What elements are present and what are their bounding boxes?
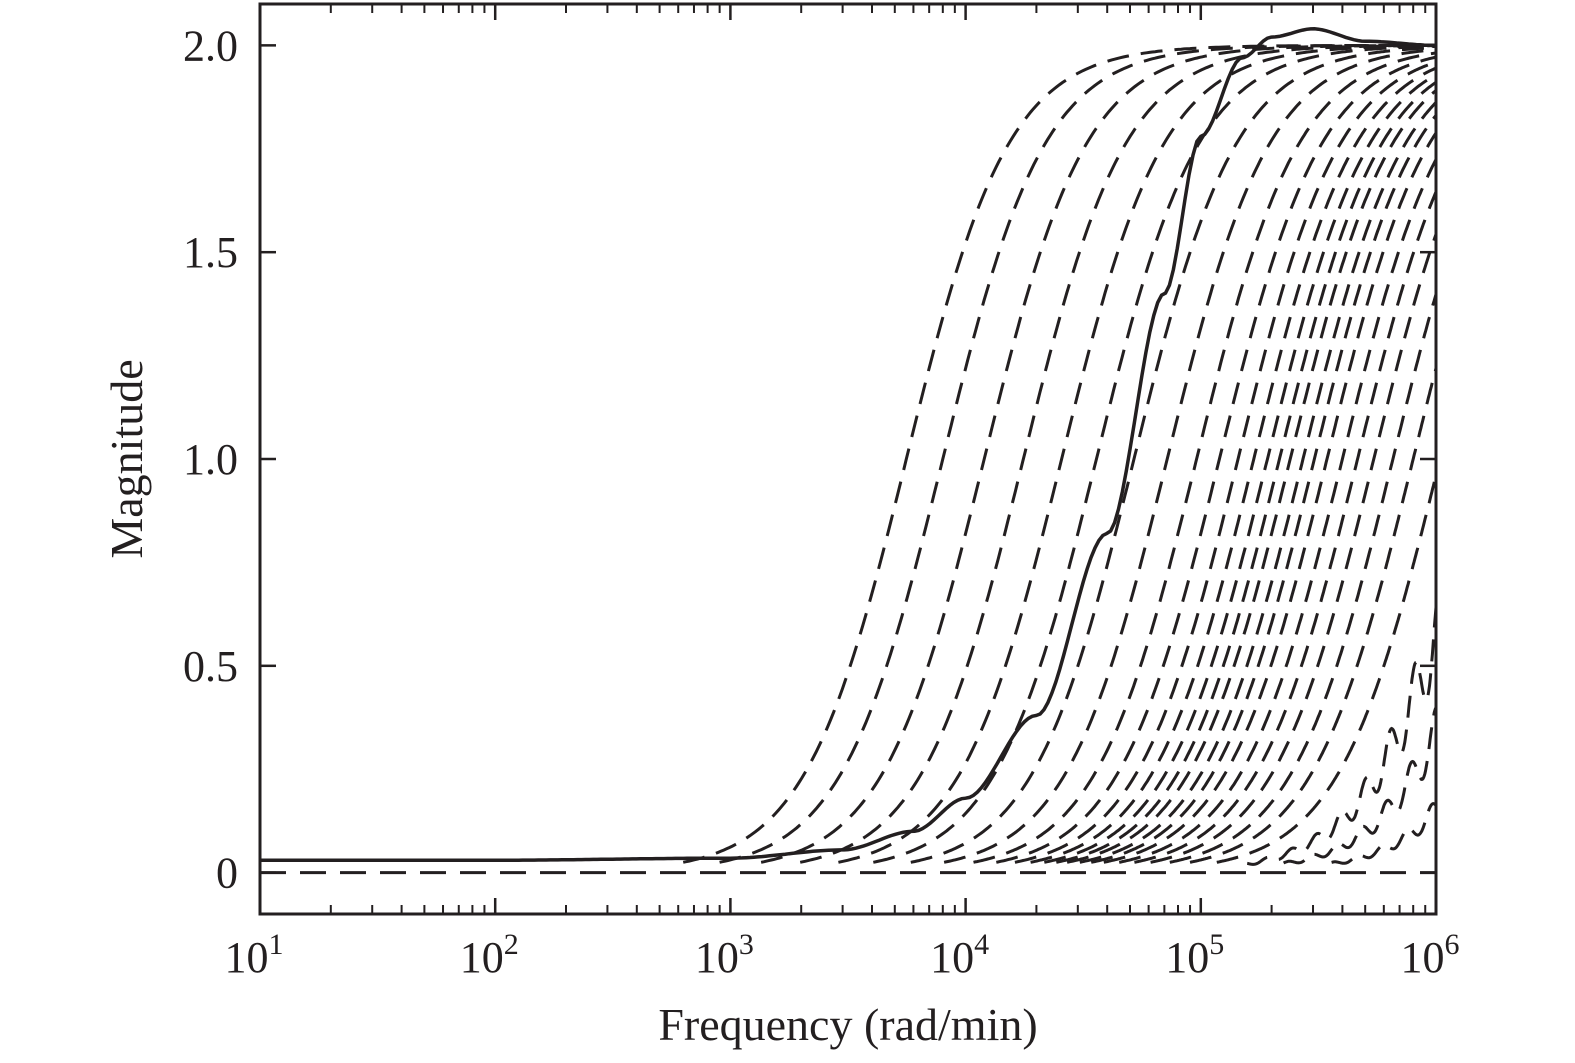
series-dashed-curve bbox=[1246, 607, 1438, 866]
series-dashed-curve bbox=[1118, 158, 1438, 864]
series-dashed-curve bbox=[1066, 89, 1437, 864]
series-dashed-curve bbox=[910, 46, 1437, 864]
series-dashed-curve bbox=[1189, 367, 1438, 864]
x-tick-label: 106 bbox=[1401, 928, 1460, 982]
series-dashed-curve bbox=[1030, 66, 1437, 864]
series-dashed-curve bbox=[1056, 80, 1437, 864]
series-dashed-curve bbox=[943, 48, 1437, 864]
x-tick-label: 101 bbox=[225, 928, 284, 982]
series-solid-envelope bbox=[260, 27, 1437, 862]
y-tick-label: 1.0 bbox=[183, 435, 238, 484]
x-tick-label: 103 bbox=[695, 928, 754, 982]
series-dashed-curve bbox=[799, 44, 1436, 864]
series-dashed-curve bbox=[996, 55, 1437, 864]
series-dashed-curve bbox=[1169, 293, 1438, 864]
series-dashed-curve bbox=[1014, 60, 1437, 864]
axes-group: 101 102 103 104 105 106 0 0.5 1.0 1.5 2.0 bbox=[183, 4, 1460, 982]
y-tick-label: 2.0 bbox=[183, 21, 238, 70]
series-dashed-curve bbox=[760, 44, 1436, 864]
series-dashed-curve bbox=[719, 43, 1436, 864]
series-dashed-curve bbox=[1079, 101, 1438, 864]
series-dashed-curve bbox=[838, 44, 1436, 864]
series-dashed-curve bbox=[1044, 73, 1437, 864]
y-tick-label: 0.5 bbox=[183, 642, 238, 691]
series-dashed-curve bbox=[682, 43, 1436, 864]
series-dashed-curve bbox=[1282, 706, 1438, 865]
series-dashed-curve bbox=[1090, 114, 1438, 864]
series-dashed-curve bbox=[1331, 802, 1438, 865]
series-dashed-curve bbox=[1134, 191, 1438, 864]
x-axis-label: Frequency (rad/min) bbox=[658, 999, 1037, 1050]
y-axis-label: Magnitude bbox=[101, 359, 152, 558]
series-dashed-curve bbox=[1103, 132, 1438, 864]
series-dashed-curve bbox=[1150, 233, 1438, 864]
series-dashed-curve bbox=[1216, 474, 1438, 864]
y-tick-label: 0 bbox=[216, 849, 238, 898]
series-dashed-curve bbox=[973, 51, 1437, 864]
plot-frame bbox=[258, 2, 1438, 916]
y-tick-label: 1.5 bbox=[183, 228, 238, 277]
curve-group bbox=[260, 27, 1438, 875]
x-tick-label: 104 bbox=[930, 928, 989, 982]
series-dashed-curve bbox=[873, 44, 1437, 864]
x-tick-label: 105 bbox=[1165, 928, 1224, 982]
x-tick-label: 102 bbox=[460, 928, 519, 982]
